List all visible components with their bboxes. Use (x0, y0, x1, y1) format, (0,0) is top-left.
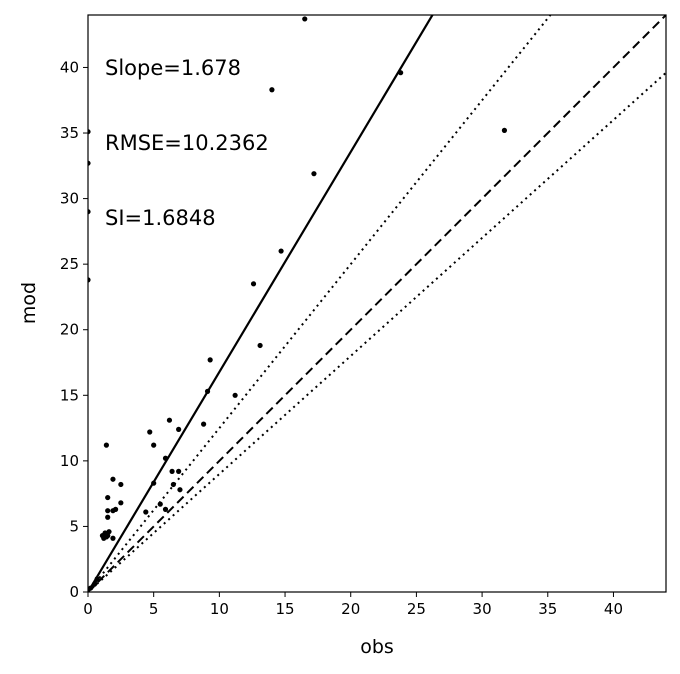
y-axis: 0 5 10 15 20 25 30 35 40 (60, 58, 88, 601)
x-axis-label: obs (360, 636, 394, 658)
data-point-46 (91, 581, 98, 587)
data-point-13 (204, 388, 211, 394)
rmse-annotation: RMSE=10.2362 (105, 131, 269, 155)
data-point-14 (232, 392, 238, 398)
data-point-37 (105, 514, 111, 520)
data-point-17 (166, 417, 173, 423)
reference-line-0 (88, 15, 666, 592)
y-tick-label-25: 25 (60, 255, 79, 273)
y-tick-label-10: 10 (60, 452, 79, 470)
data-point-26 (157, 501, 163, 507)
x-tick-label-40: 40 (604, 600, 623, 618)
data-point-20 (162, 455, 169, 461)
data-point-30 (110, 476, 116, 482)
data-point-21 (169, 468, 175, 474)
data-point-1 (88, 160, 91, 166)
data-point-36 (112, 506, 119, 512)
y-tick-label-30: 30 (60, 190, 79, 208)
data-point-9 (278, 248, 284, 254)
data-point-28 (162, 506, 169, 512)
data-point-8 (311, 171, 317, 177)
y-tick-label-5: 5 (69, 517, 79, 535)
data-point-25 (151, 480, 157, 486)
y-tick-label-20: 20 (60, 321, 79, 339)
data-point-16 (176, 426, 182, 432)
data-point-19 (151, 442, 157, 448)
fit-line (88, 15, 434, 592)
points-layer (88, 16, 508, 591)
data-point-6 (398, 70, 404, 76)
slope-annotation: Slope=1.678 (105, 56, 241, 80)
x-tick-label-35: 35 (538, 600, 557, 618)
data-point-15 (201, 421, 207, 427)
y-axis-label: mod (18, 282, 40, 324)
data-point-34 (105, 508, 111, 514)
data-point-31 (118, 481, 124, 488)
data-point-44 (105, 533, 111, 539)
data-point-45 (94, 576, 100, 582)
x-tick-label-15: 15 (275, 600, 294, 618)
y-tick-label-0: 0 (69, 583, 79, 601)
reference-line-1 (88, 15, 552, 592)
data-point-41 (106, 529, 112, 535)
data-point-5 (269, 87, 275, 93)
data-point-3 (88, 277, 91, 283)
data-point-12 (207, 357, 213, 363)
x-tick-label-20: 20 (341, 600, 360, 618)
data-point-0 (88, 129, 91, 135)
data-point-42 (101, 535, 107, 541)
data-point-7 (501, 127, 508, 133)
si-annotation: SI=1.6848 (105, 206, 216, 230)
y-tick-label-35: 35 (60, 124, 79, 142)
data-point-18 (147, 429, 153, 435)
data-point-10 (250, 281, 257, 287)
x-tick-label-5: 5 (149, 600, 159, 618)
y-tick-label-40: 40 (60, 58, 79, 76)
data-point-47 (88, 585, 94, 591)
x-tick-label-30: 30 (473, 600, 492, 618)
data-point-4 (302, 16, 308, 22)
data-point-11 (257, 342, 263, 349)
y-tick-label-15: 15 (60, 386, 79, 404)
x-tick-label-10: 10 (210, 600, 229, 618)
data-point-2 (88, 209, 91, 215)
data-point-22 (176, 468, 182, 474)
data-point-32 (105, 494, 111, 501)
plot-frame (87, 14, 667, 593)
data-point-29 (103, 442, 109, 448)
data-point-43 (110, 535, 116, 541)
x-tick-label-25: 25 (407, 600, 426, 618)
data-point-33 (118, 500, 124, 506)
data-point-24 (177, 487, 183, 493)
x-axis: 0 5 10 15 20 25 30 35 40 (83, 592, 623, 618)
data-point-27 (143, 509, 149, 515)
lines-layer (88, 15, 666, 592)
data-point-23 (170, 481, 176, 488)
x-tick-label-0: 0 (83, 600, 93, 618)
